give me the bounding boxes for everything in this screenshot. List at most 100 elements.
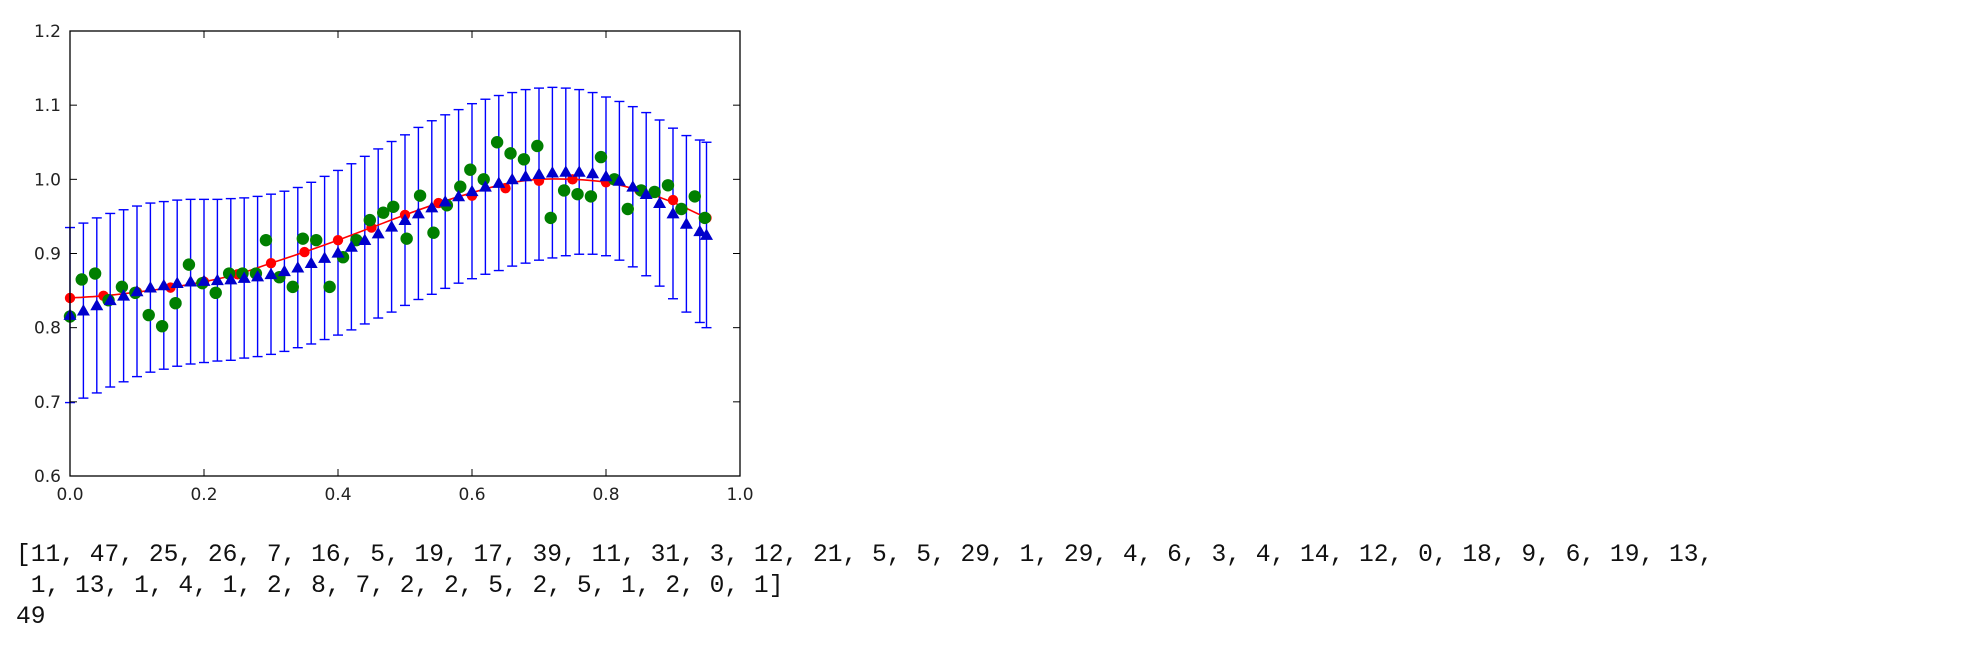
green-point <box>377 206 390 219</box>
green-point <box>142 308 155 322</box>
blue-triangle-point <box>465 184 479 197</box>
y-tick-label: 0.7 <box>34 393 61 413</box>
blue-triangle-point <box>197 274 211 286</box>
green-point <box>413 189 427 202</box>
green-point <box>286 280 299 294</box>
blue-triangle-point <box>545 166 559 178</box>
blue-triangle-point <box>143 281 157 293</box>
green-point <box>594 150 608 164</box>
green-point <box>698 211 712 225</box>
blue-triangle-point <box>210 273 224 286</box>
green-point <box>387 200 400 213</box>
blue-triangle-point <box>117 289 131 301</box>
green-point <box>115 280 129 294</box>
blue-triangle-point <box>612 174 626 186</box>
blue-triangle-point <box>438 195 452 207</box>
blue-triangle-point <box>130 284 144 297</box>
green-point <box>504 147 517 160</box>
blue-triangle-point <box>304 256 318 269</box>
green-point <box>531 139 544 153</box>
blue-triangle-point <box>277 264 291 277</box>
y-tick-label: 1.0 <box>34 170 61 190</box>
fit-curve-line <box>69 178 707 299</box>
red-point <box>265 257 277 269</box>
blue-triangle-point <box>666 206 680 219</box>
blue-triangle-point <box>184 275 198 287</box>
blue-triangle-point <box>251 269 265 282</box>
green-point <box>296 232 310 245</box>
green-point <box>688 190 701 203</box>
green-point <box>571 187 584 201</box>
green-point <box>490 136 504 149</box>
blue-triangle-point <box>653 196 667 208</box>
blue-triangle-point <box>425 201 439 213</box>
green-point <box>427 226 440 239</box>
blue-triangle-point <box>700 228 713 240</box>
axis-ticks: 0.0 0.2 0.4 0.6 0.8 1.0 0.6 0.7 0.8 0.9 1.0 1.1 1.2 <box>34 22 754 505</box>
blue-triangle-point <box>559 165 573 177</box>
x-tick-label: 0.2 <box>190 485 217 505</box>
y-tick-label: 0.6 <box>34 467 61 487</box>
green-point <box>621 202 634 216</box>
red-point <box>299 246 310 258</box>
blue-triangle-point <box>264 267 278 280</box>
blue-triangle-point <box>291 261 305 273</box>
y-tick-label: 0.8 <box>34 319 61 339</box>
x-tick-label: 0.8 <box>592 485 619 505</box>
blue-triangle-point <box>331 246 345 258</box>
y-tick-label: 1.2 <box>34 22 61 42</box>
blue-triangle-point <box>452 189 466 202</box>
blue-triangle-point <box>411 206 425 219</box>
blue-triangle-point <box>679 217 693 229</box>
data-points <box>63 136 713 333</box>
red-point <box>667 194 679 206</box>
blue-triangle-point <box>478 180 492 192</box>
blue-triangle-point <box>385 220 399 232</box>
y-tick-label: 0.9 <box>34 245 61 265</box>
green-point <box>675 202 688 216</box>
blue-triangle-point <box>358 233 372 246</box>
green-point <box>169 296 182 310</box>
green-point <box>544 211 557 225</box>
green-point <box>363 213 377 227</box>
blue-triangle-point <box>599 169 613 182</box>
green-point <box>557 184 571 197</box>
blue-triangle-point <box>237 271 251 283</box>
x-tick-label: 0.0 <box>56 485 83 505</box>
green-point <box>88 267 102 280</box>
blue-triangle-point <box>157 278 171 291</box>
blue-triangle-point <box>90 298 104 311</box>
x-tick-label: 1.0 <box>726 485 753 505</box>
green-point <box>310 233 323 247</box>
green-point <box>323 280 336 294</box>
green-point <box>584 190 598 203</box>
green-point <box>155 319 169 333</box>
blue-triangle-point <box>505 172 519 185</box>
output-list-line-2: 1, 13, 1, 4, 1, 2, 8, 7, 2, 2, 5, 2, 5, … <box>16 573 784 600</box>
green-point <box>477 173 490 186</box>
green-point <box>209 286 222 300</box>
green-point <box>400 232 413 245</box>
output-list-line-1: [11, 47, 25, 26, 7, 16, 5, 19, 17, 39, 1… <box>16 542 1714 569</box>
blue-triangle-point <box>344 240 358 252</box>
blue-triangle-point <box>170 276 184 289</box>
y-tick-label: 1.1 <box>34 96 61 116</box>
blue-triangle-point <box>572 165 586 177</box>
output-count: 49 <box>16 604 46 631</box>
green-point <box>75 273 88 286</box>
blue-triangle-point <box>586 166 600 179</box>
green-point <box>517 153 531 166</box>
blue-triangle-point <box>371 226 385 239</box>
blue-triangle-point <box>224 272 238 285</box>
blue-triangle-point <box>519 169 533 182</box>
blue-triangle-point <box>76 304 90 316</box>
blue-triangle-point <box>318 251 332 263</box>
green-point <box>464 163 477 176</box>
green-point <box>648 185 661 199</box>
blue-triangle-point <box>532 167 546 180</box>
green-point <box>454 180 467 193</box>
green-point <box>182 258 196 271</box>
blue-triangle-point <box>639 187 653 200</box>
blue-triangle-point <box>693 224 707 237</box>
x-tick-label: 0.4 <box>324 485 351 505</box>
